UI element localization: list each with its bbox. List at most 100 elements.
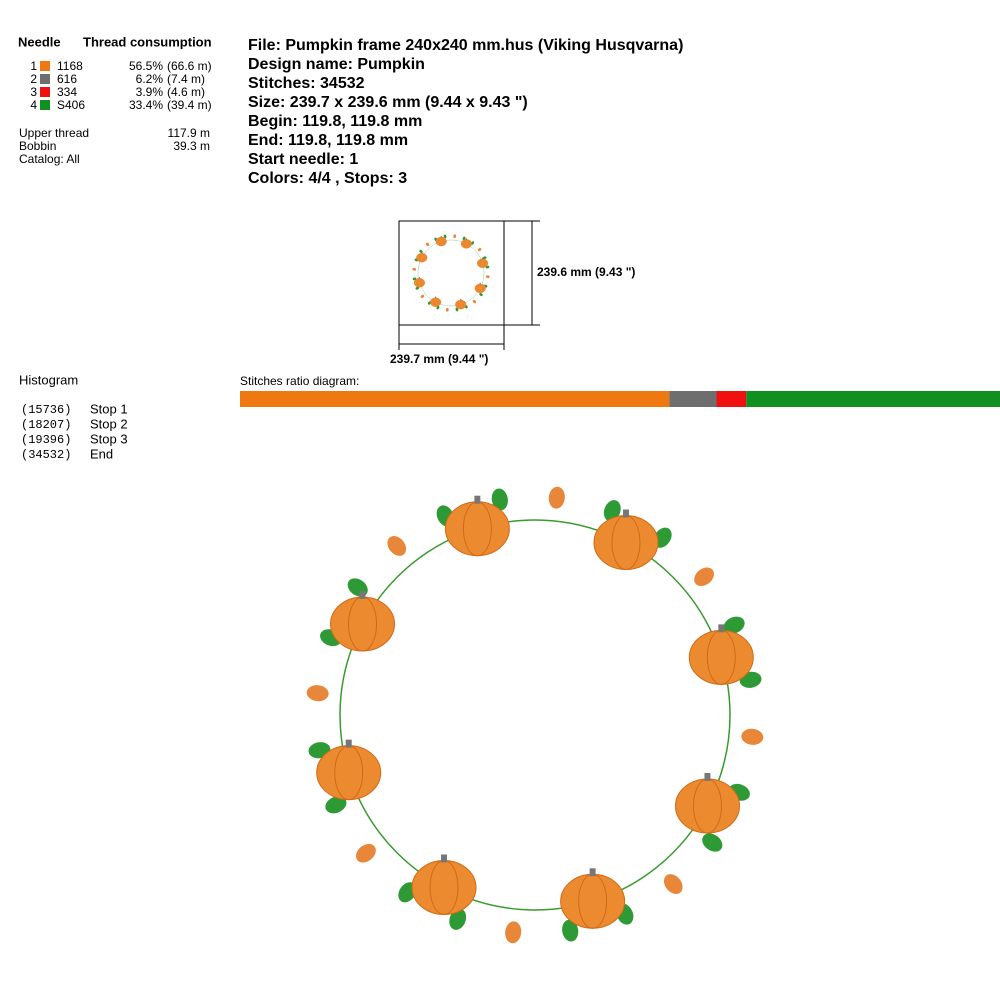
leaf <box>387 536 407 556</box>
pumpkin-stem <box>474 495 481 504</box>
pumpkin <box>435 236 447 247</box>
stop-label: Stop 3 <box>90 431 128 446</box>
info-line: Design name: Pumpkin <box>248 56 425 73</box>
leaf <box>472 299 476 304</box>
pumpkin <box>430 297 442 307</box>
ratio-segment <box>716 391 747 407</box>
info-line: Begin: 119.8, 119.8 mm <box>248 113 422 130</box>
color-swatch <box>40 100 50 110</box>
leaf <box>420 294 425 298</box>
leaf <box>455 307 459 312</box>
leaf <box>477 248 482 252</box>
thread-length: (4.6 m) <box>167 85 205 99</box>
header: Thread consumption <box>83 34 212 49</box>
pumpkin <box>330 596 396 652</box>
pumpkin <box>560 873 626 929</box>
ratio-segment <box>746 391 1000 407</box>
pumpkin-stem <box>482 257 484 259</box>
design-preview <box>306 486 764 944</box>
total-value: 39.3 m <box>173 139 210 153</box>
total-value: 117.9 m <box>168 126 210 140</box>
ratio-title: Stitches ratio diagram: <box>240 374 359 388</box>
pumpkin-stem <box>359 591 366 600</box>
pumpkin <box>316 745 382 801</box>
thread-percent: 33.4% <box>129 98 163 112</box>
info-line: Stitches: 34532 <box>248 75 365 92</box>
leaf <box>741 728 764 745</box>
pumpkin-stem <box>418 277 420 279</box>
pumpkin-stem <box>479 282 481 285</box>
leaf <box>562 919 579 942</box>
vine <box>339 519 731 911</box>
leaf <box>325 796 347 814</box>
info-line: Size: 239.7 x 239.6 mm (9.44 x 9.43 ") <box>248 94 528 111</box>
color-swatch <box>40 87 50 97</box>
info-line: End: 119.8, 119.8 mm <box>248 132 408 149</box>
leaf <box>505 921 522 944</box>
leaf <box>482 256 487 260</box>
needle-number: 3 <box>30 85 37 99</box>
thread-code: 1168 <box>57 59 83 73</box>
thread-percent: 6.2% <box>136 72 164 86</box>
design-thumbnail <box>412 234 490 312</box>
leaf <box>443 234 447 239</box>
stop-count: (15736) <box>21 403 71 417</box>
leaf <box>412 267 417 271</box>
pumpkin-stem <box>440 235 442 238</box>
pumpkin-stem <box>718 624 725 633</box>
thread-percent: 56.5% <box>129 59 163 73</box>
info-line: Start needle: 1 <box>248 151 358 168</box>
needle-number: 2 <box>30 72 37 86</box>
pumpkin-stem <box>441 854 448 863</box>
thumbnail-frame <box>398 220 505 326</box>
leaf <box>356 843 376 863</box>
thread-length: (66.6 m) <box>167 59 212 73</box>
leaf <box>415 286 420 290</box>
ratio-segment <box>669 391 717 407</box>
leaf <box>603 500 621 522</box>
pumpkin <box>460 239 472 249</box>
leaf <box>723 616 745 634</box>
info-line: File: Pumpkin frame 240x240 mm.hus (Viki… <box>248 37 683 54</box>
leaf <box>479 293 483 297</box>
pumpkin <box>474 283 486 294</box>
leaf <box>306 685 329 702</box>
stop-count: (18207) <box>21 418 71 432</box>
stop-label: End <box>90 446 113 461</box>
stop-count: (34532) <box>21 448 71 462</box>
color-swatch <box>40 61 50 71</box>
pumpkin-stem <box>465 238 467 240</box>
leaf <box>485 275 490 279</box>
leaf <box>426 242 430 247</box>
pumpkin <box>688 629 754 685</box>
pumpkin-stem <box>345 739 352 748</box>
pumpkin <box>411 859 477 915</box>
pumpkin-stem <box>704 772 711 781</box>
leaf <box>445 307 449 312</box>
info-line: Colors: 4/4 , Stops: 3 <box>248 170 407 187</box>
pumpkin <box>477 258 489 268</box>
stop-label: Stop 2 <box>90 416 128 431</box>
leaf <box>694 567 714 587</box>
thread-length: (7.4 m) <box>167 72 205 86</box>
pumpkin <box>593 515 659 571</box>
thread-code: S406 <box>57 98 85 112</box>
thread-length: (39.4 m) <box>167 98 212 112</box>
pumpkin <box>455 299 467 310</box>
vine <box>417 239 485 307</box>
thread-percent: 3.9% <box>136 85 164 99</box>
leaf <box>453 234 457 239</box>
pumpkin <box>444 501 510 557</box>
catalog: Catalog: All <box>19 152 80 166</box>
ratio-segment <box>240 391 670 407</box>
pumpkin-stem <box>589 868 596 877</box>
needle-number: 4 <box>30 98 37 112</box>
total-label: Upper thread <box>19 126 89 140</box>
color-swatch <box>40 74 50 84</box>
leaf <box>702 833 723 852</box>
pumpkin-stem <box>421 251 423 254</box>
leaf <box>491 488 508 511</box>
pumpkin-stem <box>622 509 629 518</box>
pumpkin-stem <box>460 298 462 301</box>
